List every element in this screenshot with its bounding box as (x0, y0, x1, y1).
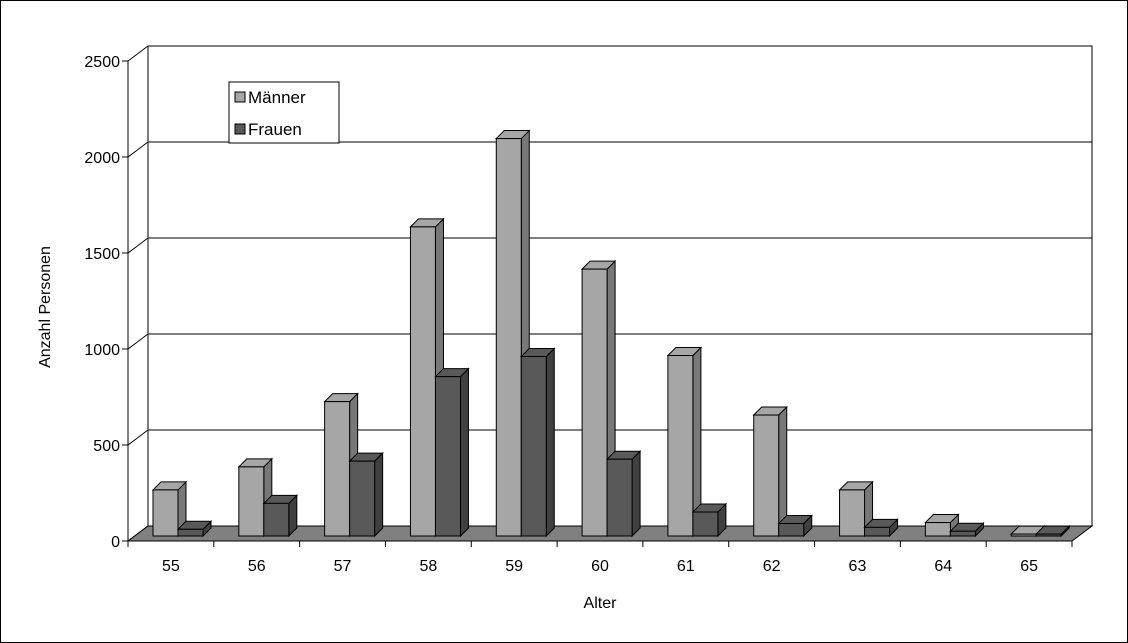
y-tick-label: 1500 (84, 246, 120, 263)
legend-box (228, 81, 340, 144)
x-tick-label: 57 (334, 558, 352, 575)
bar-frauen-65 (1034, 524, 1071, 538)
gridline-depth (127, 237, 149, 254)
x-tick-label: 59 (505, 558, 523, 575)
x-tick-label: 64 (934, 558, 952, 575)
axes: 0 500 1000 1500 2000 2500 55 56 57 58 59 60 61 62 63 64… (84, 54, 1073, 575)
x-tick-label: 62 (763, 558, 781, 575)
gridline-depth (127, 333, 149, 350)
bar-frauen-59 (520, 347, 556, 538)
y-tick-label: 500 (93, 438, 120, 455)
y-axis-title: Anzahl Personen (37, 246, 54, 368)
bar-frauen-64 (949, 521, 985, 538)
legend-swatch-frauen (234, 123, 246, 135)
bar-frauen-60 (605, 449, 642, 538)
x-tick-label: 60 (591, 558, 609, 575)
gridline-depth (127, 429, 149, 446)
bar-frauen-62 (777, 514, 813, 538)
legend-swatch-maenner (234, 91, 246, 103)
x-axis-title: Alter (584, 595, 618, 612)
bar-frauen-57 (348, 451, 384, 538)
y-tick-label: 2500 (84, 54, 120, 71)
gridlines (127, 45, 1092, 542)
bar-maenner-56 (237, 457, 274, 538)
x-tick-label: 61 (677, 558, 695, 575)
x-tick-label: 65 (1020, 558, 1038, 575)
y-tick-label: 2000 (84, 150, 120, 167)
bar-frauen-56 (262, 494, 299, 538)
bars (151, 129, 1071, 538)
x-tick-label: 58 (419, 558, 437, 575)
gridline-depth (127, 141, 149, 158)
x-tick-label: 55 (162, 558, 180, 575)
bar-frauen-63 (863, 518, 899, 538)
y-tick-label: 1000 (84, 342, 120, 359)
bar-frauen-55 (176, 520, 213, 538)
bar-frauen-61 (691, 502, 728, 538)
bar-maenner-64 (924, 513, 960, 538)
bar-frauen-58 (434, 367, 470, 538)
x-tick-label: 56 (248, 558, 266, 575)
legend-label-maenner: Männer (248, 88, 306, 107)
bar-maenner-61 (666, 346, 703, 538)
bar-maenner-62 (752, 405, 788, 538)
bar-maenner-55 (151, 480, 188, 538)
y-tick-label: 0 (111, 534, 120, 551)
legend-label-frauen: Frauen (248, 120, 302, 139)
x-tick-label: 63 (849, 558, 867, 575)
legend: Männer Frauen (228, 81, 340, 144)
gridline-depth (127, 45, 149, 62)
